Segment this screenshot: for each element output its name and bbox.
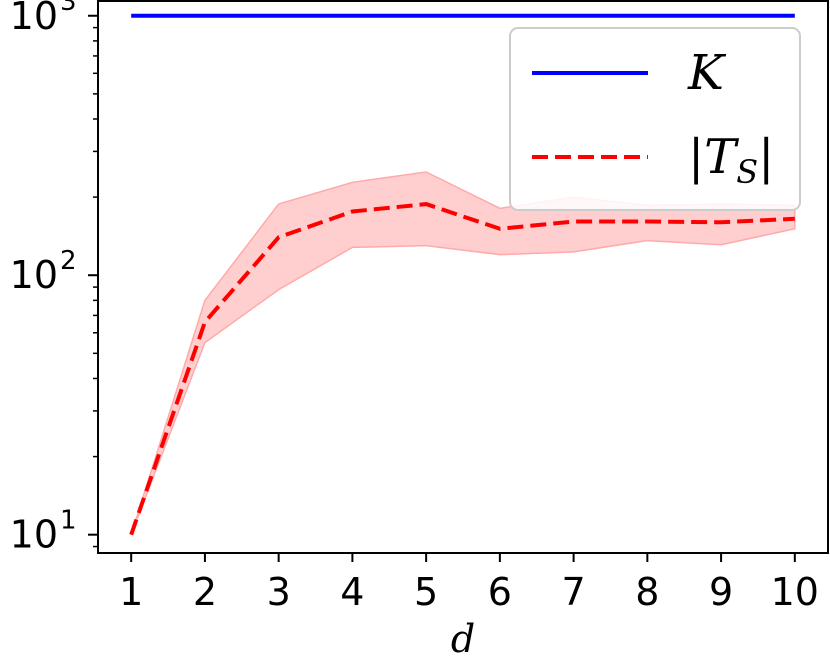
y-tick-label: 10	[10, 513, 58, 557]
series-line-1	[129, 202, 795, 536]
series-layer	[129, 13, 795, 536]
x-tick-label: 7	[562, 570, 586, 614]
confidence-band-1	[130, 171, 796, 535]
x-tick-label: 8	[635, 570, 659, 614]
legend-label-0: K	[687, 45, 727, 101]
x-tick-label: 2	[193, 570, 217, 614]
y-tick-label: 10	[10, 253, 58, 297]
x-tick-label: 1	[119, 570, 143, 614]
x-tick-label: 3	[267, 570, 291, 614]
y-tick-exponent: 3	[60, 0, 77, 17]
legend-label-subscript: S	[736, 153, 758, 191]
y-tick-exponent: 1	[60, 506, 77, 536]
x-tick-label: 6	[488, 570, 512, 614]
x-axis-label: d	[451, 617, 475, 661]
x-tick-label: 4	[340, 570, 364, 614]
y-tick-label: 10	[10, 0, 58, 38]
legend-label-suffix: |	[758, 129, 774, 185]
x-tick-label: 10	[771, 570, 819, 614]
band-layer	[130, 171, 796, 535]
x-tick-label: 9	[709, 570, 733, 614]
axes-frame	[97, 0, 829, 554]
legend: K |TS|	[509, 27, 801, 211]
legend-label-1: |TS|	[688, 129, 774, 191]
y-tick-exponent: 2	[60, 246, 77, 276]
x-tick-label: 5	[414, 570, 438, 614]
